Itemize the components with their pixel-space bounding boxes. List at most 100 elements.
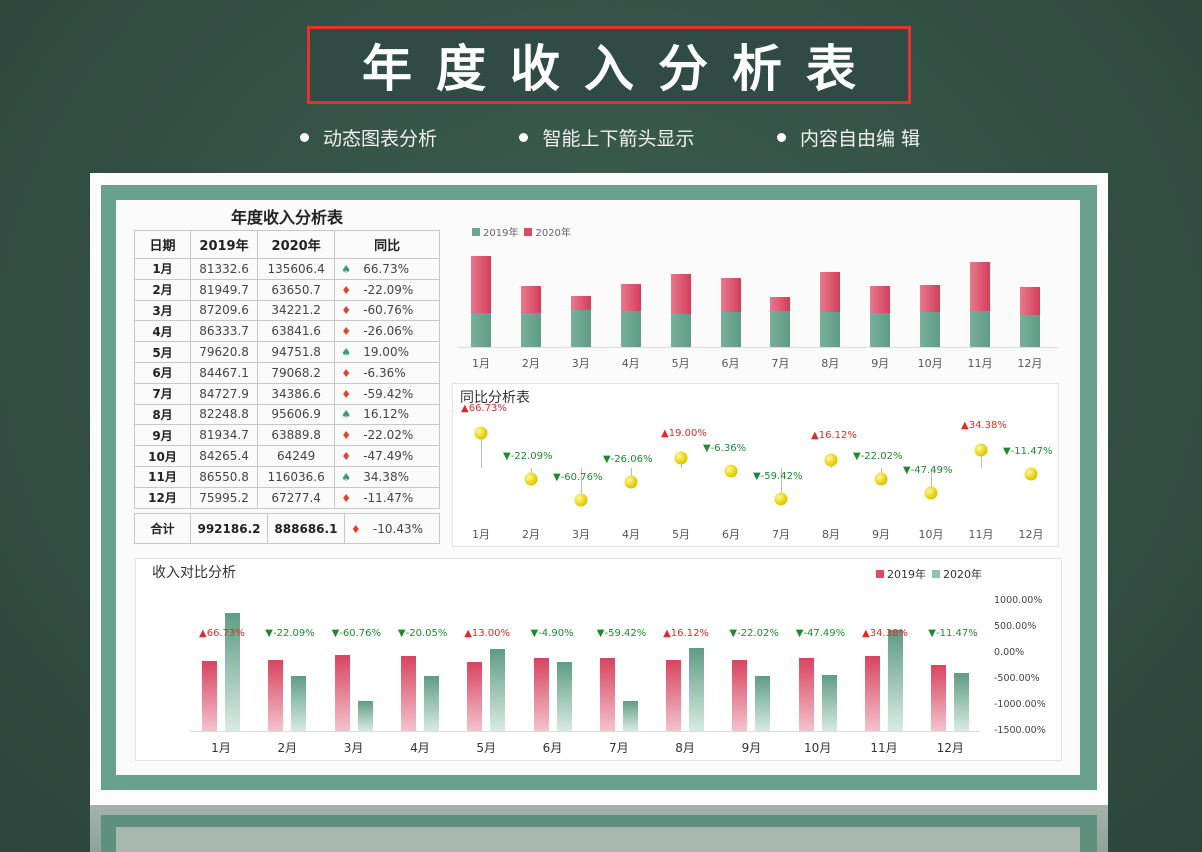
cell-2020[interactable]: 63650.7 <box>257 278 336 301</box>
bar-2020[interactable] <box>870 285 891 313</box>
bar-2019[interactable] <box>798 657 814 731</box>
bar-2020[interactable] <box>357 701 373 731</box>
bar-2019[interactable] <box>467 661 483 731</box>
bar-2019[interactable] <box>620 310 641 347</box>
cell-2020[interactable]: 135606.4 <box>257 258 336 280</box>
cell-month[interactable]: 2月 <box>134 278 191 301</box>
bar-2019[interactable] <box>920 311 941 347</box>
bar-2019[interactable] <box>732 659 748 731</box>
cell-month[interactable]: 11月 <box>134 465 191 488</box>
cell-2019[interactable]: 86550.8 <box>189 465 259 488</box>
cell-month[interactable]: 5月 <box>134 341 191 363</box>
bar-2020[interactable] <box>670 273 691 314</box>
cell-2020[interactable]: 116036.6 <box>257 465 336 488</box>
cell-2019[interactable]: 86333.7 <box>189 320 259 343</box>
cell-2019[interactable]: 75995.2 <box>189 486 259 509</box>
bar-2020[interactable] <box>755 675 771 731</box>
cell-2019[interactable]: 84467.1 <box>189 361 259 384</box>
bar-2019[interactable] <box>670 313 691 347</box>
bar-2019[interactable] <box>1019 315 1040 347</box>
cell-month[interactable]: 6月 <box>134 361 191 384</box>
cell-yoy[interactable]: ♦ -59.42% <box>334 382 440 405</box>
bar-2020[interactable] <box>520 285 541 313</box>
bar-2019[interactable] <box>970 310 990 347</box>
cell-2019[interactable]: 84265.4 <box>189 445 259 467</box>
cell-2020[interactable]: 94751.8 <box>257 341 336 363</box>
bar-2020[interactable] <box>689 648 705 731</box>
total-label[interactable]: 合计 <box>134 513 191 544</box>
cell-2020[interactable]: 95606.9 <box>257 403 336 426</box>
cell-2020[interactable]: 79068.2 <box>257 361 336 384</box>
cell-2019[interactable]: 84727.9 <box>189 382 259 405</box>
bar-2019[interactable] <box>268 659 284 731</box>
data-point[interactable] <box>924 486 938 500</box>
cell-yoy[interactable]: ♦ -22.02% <box>334 424 440 447</box>
cell-yoy[interactable]: ♦ -26.06% <box>334 320 440 343</box>
cell-2019[interactable]: 81949.7 <box>189 278 259 301</box>
bar-2020[interactable] <box>770 296 791 312</box>
cell-2019[interactable]: 82248.8 <box>189 403 259 426</box>
bar-2019[interactable] <box>599 657 615 731</box>
cell-yoy[interactable]: ♠ 16.12% <box>334 403 440 426</box>
data-point[interactable] <box>974 443 988 457</box>
bar-2019[interactable] <box>770 311 791 347</box>
bar-2019[interactable] <box>533 657 549 731</box>
bar-2020[interactable] <box>821 675 837 731</box>
bar-2019[interactable] <box>334 655 350 731</box>
cell-yoy[interactable]: ♠ 19.00% <box>334 341 440 363</box>
bar-2020[interactable] <box>556 662 572 731</box>
bar-2020[interactable] <box>954 672 970 731</box>
cell-2020[interactable]: 64249 <box>257 445 336 467</box>
cell-2019[interactable]: 87209.6 <box>189 299 259 322</box>
data-point[interactable] <box>774 492 788 506</box>
bar-2020[interactable] <box>920 284 941 312</box>
cell-yoy[interactable]: ♦ -11.47% <box>334 486 440 509</box>
cell-month[interactable]: 8月 <box>134 403 191 426</box>
bar-2019[interactable] <box>720 311 741 347</box>
cell-2020[interactable]: 34386.6 <box>257 382 336 405</box>
bar-2020[interactable] <box>225 613 240 731</box>
bar-2020[interactable] <box>1019 286 1040 316</box>
cell-yoy[interactable]: ♠ 66.73% <box>334 258 440 280</box>
cell-2020[interactable]: 63889.8 <box>257 424 336 447</box>
bar-2019[interactable] <box>865 655 880 731</box>
cell-2019[interactable]: 81934.7 <box>189 424 259 447</box>
cell-2020[interactable]: 63841.6 <box>257 320 336 343</box>
cell-2019[interactable]: 81332.6 <box>189 258 259 280</box>
bar-2019[interactable] <box>400 656 416 731</box>
bar-2019[interactable] <box>471 312 491 347</box>
cell-month[interactable]: 3月 <box>134 299 191 322</box>
bar-2020[interactable] <box>490 648 506 731</box>
bar-2019[interactable] <box>820 312 841 347</box>
cell-2019[interactable]: 79620.8 <box>189 341 259 363</box>
total-2020[interactable]: 888686.1 <box>266 513 345 544</box>
cell-yoy[interactable]: ♦ -6.36% <box>334 361 440 384</box>
data-point[interactable] <box>874 472 888 486</box>
cell-yoy[interactable]: ♦ -22.09% <box>334 278 440 301</box>
bar-2020[interactable] <box>570 295 591 311</box>
cell-yoy[interactable]: ♦ -60.76% <box>334 299 440 322</box>
data-point[interactable] <box>1024 467 1038 481</box>
bar-2020[interactable] <box>620 283 641 311</box>
bar-2019[interactable] <box>520 312 541 347</box>
data-point[interactable] <box>824 453 838 467</box>
cell-month[interactable]: 1月 <box>134 258 191 280</box>
bar-2020[interactable] <box>820 272 841 313</box>
cell-month[interactable]: 7月 <box>134 382 191 405</box>
bar-2020[interactable] <box>423 675 439 731</box>
cell-month[interactable]: 12月 <box>134 486 191 509</box>
bar-2019[interactable] <box>666 659 682 731</box>
bar-2020[interactable] <box>622 701 638 731</box>
data-point[interactable] <box>624 475 638 489</box>
cell-month[interactable]: 10月 <box>134 445 191 467</box>
bar-2019[interactable] <box>570 310 591 347</box>
bar-2020[interactable] <box>471 255 491 313</box>
cell-month[interactable]: 9月 <box>134 424 191 447</box>
bar-2020[interactable] <box>888 630 903 731</box>
total-2019[interactable]: 992186.2 <box>190 513 268 544</box>
bar-2020[interactable] <box>291 675 307 731</box>
bar-2020[interactable] <box>720 278 741 312</box>
cell-yoy[interactable]: ♦ -47.49% <box>334 445 440 467</box>
cell-2020[interactable]: 34221.2 <box>257 299 336 322</box>
bar-2019[interactable] <box>202 660 217 731</box>
